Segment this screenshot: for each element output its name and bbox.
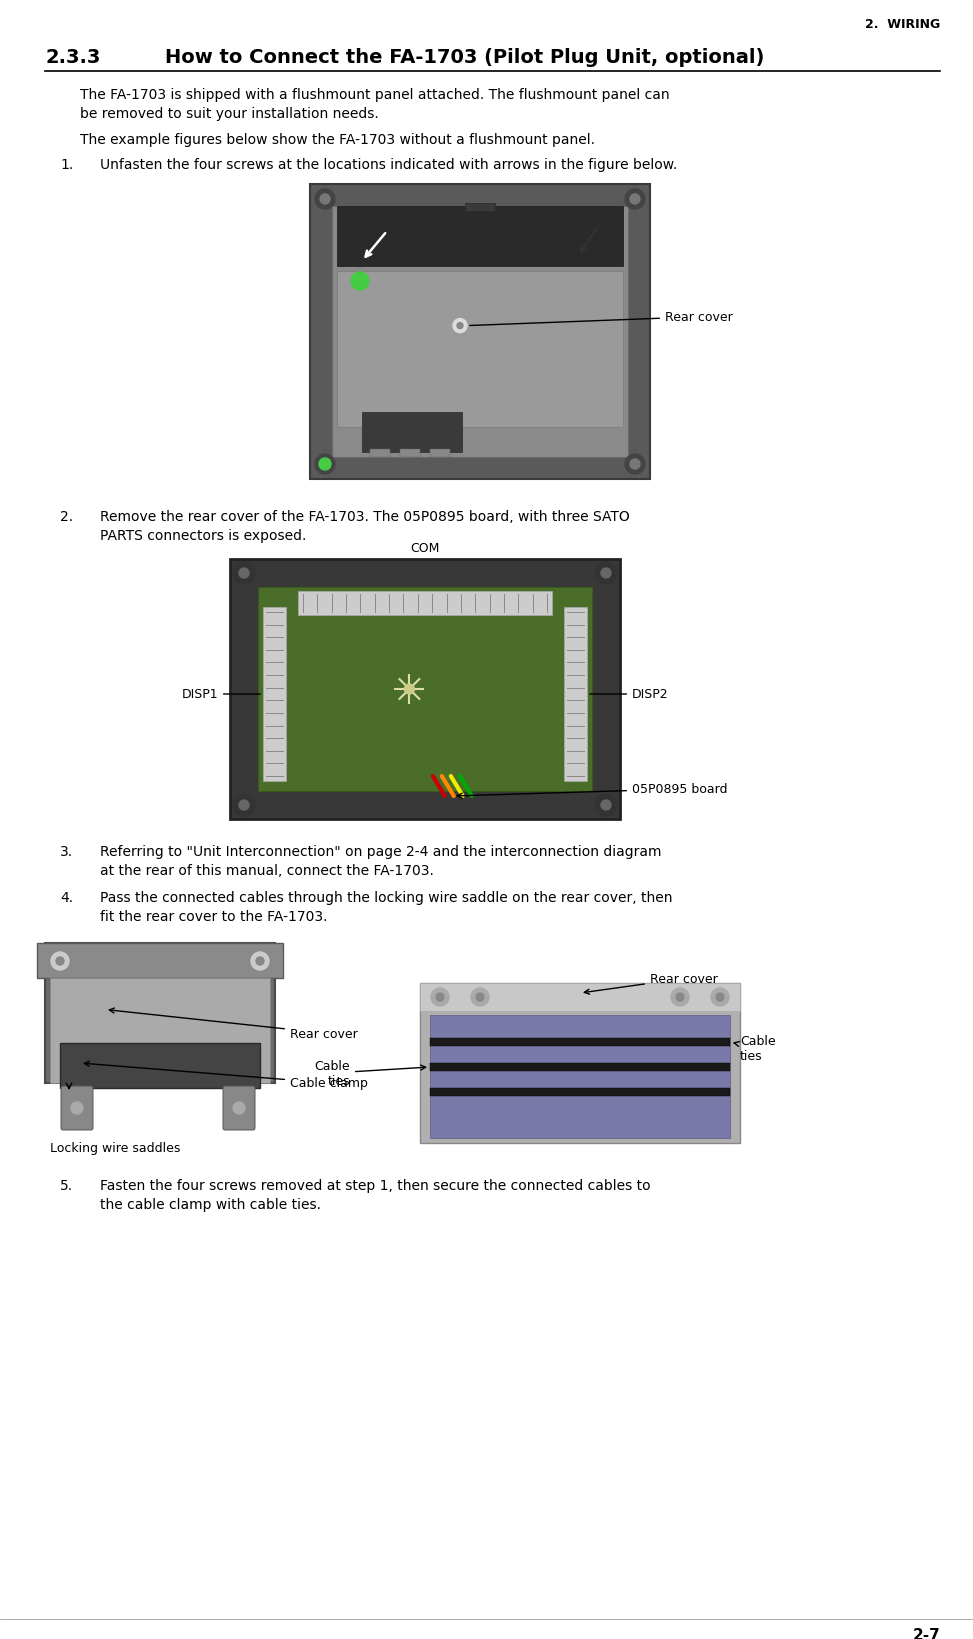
Text: DISP1: DISP1 bbox=[181, 688, 260, 701]
Circle shape bbox=[671, 988, 689, 1006]
FancyBboxPatch shape bbox=[45, 944, 275, 1083]
Circle shape bbox=[319, 459, 331, 470]
Circle shape bbox=[51, 952, 69, 970]
Text: Referring to "Unit Interconnection" on page 2-4 and the interconnection diagram: Referring to "Unit Interconnection" on p… bbox=[100, 844, 662, 859]
Bar bbox=[430, 1064, 730, 1072]
Circle shape bbox=[676, 993, 684, 1001]
FancyBboxPatch shape bbox=[223, 1087, 255, 1131]
Bar bbox=[263, 608, 286, 782]
Circle shape bbox=[457, 323, 463, 329]
Text: Remove the rear cover of the FA-1703. The 05P0895 board, with three SATO: Remove the rear cover of the FA-1703. Th… bbox=[100, 510, 630, 524]
Bar bbox=[400, 449, 420, 457]
FancyBboxPatch shape bbox=[61, 1087, 93, 1131]
Text: Unfasten the four screws at the locations indicated with arrows in the figure be: Unfasten the four screws at the location… bbox=[100, 157, 677, 172]
Bar bbox=[60, 1044, 260, 1088]
Circle shape bbox=[233, 795, 255, 816]
Circle shape bbox=[595, 562, 617, 585]
Bar bbox=[298, 592, 552, 616]
Circle shape bbox=[436, 993, 444, 1001]
Circle shape bbox=[233, 1103, 245, 1115]
Text: 2.: 2. bbox=[60, 510, 73, 524]
Text: 5.: 5. bbox=[60, 1178, 73, 1192]
Circle shape bbox=[471, 988, 489, 1006]
Circle shape bbox=[405, 685, 414, 695]
Bar bbox=[465, 203, 495, 211]
Circle shape bbox=[239, 800, 249, 811]
Text: Cable clamp: Cable clamp bbox=[85, 1062, 368, 1090]
Bar bbox=[420, 983, 740, 1011]
Text: Fasten the four screws removed at step 1, then secure the connected cables to: Fasten the four screws removed at step 1… bbox=[100, 1178, 651, 1192]
Bar bbox=[337, 272, 623, 428]
FancyBboxPatch shape bbox=[230, 559, 620, 820]
Bar bbox=[332, 207, 628, 457]
Text: Rear cover: Rear cover bbox=[470, 311, 733, 326]
Text: the cable clamp with cable ties.: the cable clamp with cable ties. bbox=[100, 1196, 321, 1211]
Text: 2.3.3: 2.3.3 bbox=[45, 48, 100, 67]
Text: Pass the connected cables through the locking wire saddle on the rear cover, the: Pass the connected cables through the lo… bbox=[100, 890, 672, 905]
Circle shape bbox=[233, 562, 255, 585]
Circle shape bbox=[476, 993, 484, 1001]
Text: 05P0895 board: 05P0895 board bbox=[457, 783, 728, 798]
Text: 1.: 1. bbox=[60, 157, 73, 172]
Circle shape bbox=[601, 569, 611, 579]
Bar bbox=[37, 944, 283, 978]
Circle shape bbox=[711, 988, 729, 1006]
Bar bbox=[50, 978, 270, 1083]
Circle shape bbox=[56, 957, 64, 965]
Circle shape bbox=[625, 454, 645, 475]
Circle shape bbox=[601, 800, 611, 811]
Bar bbox=[430, 1039, 730, 1046]
Circle shape bbox=[320, 459, 330, 470]
Text: Locking wire saddles: Locking wire saddles bbox=[50, 1141, 180, 1154]
Text: Rear cover: Rear cover bbox=[585, 972, 718, 995]
Text: Rear cover: Rear cover bbox=[109, 1008, 358, 1039]
Text: Cable
ties: Cable ties bbox=[734, 1034, 775, 1062]
Circle shape bbox=[239, 569, 249, 579]
FancyBboxPatch shape bbox=[310, 185, 650, 480]
FancyBboxPatch shape bbox=[337, 207, 623, 267]
Text: 2-7: 2-7 bbox=[913, 1628, 940, 1639]
Text: 2.  WIRING: 2. WIRING bbox=[865, 18, 940, 31]
Bar bbox=[564, 608, 587, 782]
Circle shape bbox=[320, 195, 330, 205]
Text: The example figures below show the FA-1703 without a flushmount panel.: The example figures below show the FA-17… bbox=[80, 133, 595, 148]
Text: PARTS connectors is exposed.: PARTS connectors is exposed. bbox=[100, 529, 306, 543]
Text: fit the rear cover to the FA-1703.: fit the rear cover to the FA-1703. bbox=[100, 910, 328, 923]
Text: 3.: 3. bbox=[60, 844, 73, 859]
Circle shape bbox=[453, 320, 467, 333]
Text: Cable
ties: Cable ties bbox=[314, 1059, 425, 1087]
Text: DISP2: DISP2 bbox=[590, 688, 668, 701]
Bar bbox=[430, 1088, 730, 1096]
Circle shape bbox=[630, 195, 640, 205]
Circle shape bbox=[351, 272, 369, 290]
Circle shape bbox=[630, 459, 640, 470]
Circle shape bbox=[315, 190, 335, 210]
Bar bbox=[430, 449, 450, 457]
Text: 4.: 4. bbox=[60, 890, 73, 905]
Circle shape bbox=[716, 993, 724, 1001]
Circle shape bbox=[251, 952, 269, 970]
Bar bbox=[420, 983, 740, 1144]
Circle shape bbox=[595, 795, 617, 816]
Circle shape bbox=[431, 988, 449, 1006]
Circle shape bbox=[256, 957, 264, 965]
Circle shape bbox=[71, 1103, 83, 1115]
Bar bbox=[362, 413, 462, 452]
Text: COM: COM bbox=[411, 541, 440, 554]
Text: The FA-1703 is shipped with a flushmount panel attached. The flushmount panel ca: The FA-1703 is shipped with a flushmount… bbox=[80, 89, 669, 102]
Text: at the rear of this manual, connect the FA-1703.: at the rear of this manual, connect the … bbox=[100, 864, 434, 877]
Circle shape bbox=[315, 454, 335, 475]
Circle shape bbox=[625, 190, 645, 210]
Bar bbox=[430, 1016, 730, 1139]
Bar bbox=[370, 449, 390, 457]
Bar bbox=[258, 588, 592, 792]
Text: be removed to suit your installation needs.: be removed to suit your installation nee… bbox=[80, 107, 378, 121]
Text: How to Connect the FA-1703 (Pilot Plug Unit, optional): How to Connect the FA-1703 (Pilot Plug U… bbox=[165, 48, 765, 67]
